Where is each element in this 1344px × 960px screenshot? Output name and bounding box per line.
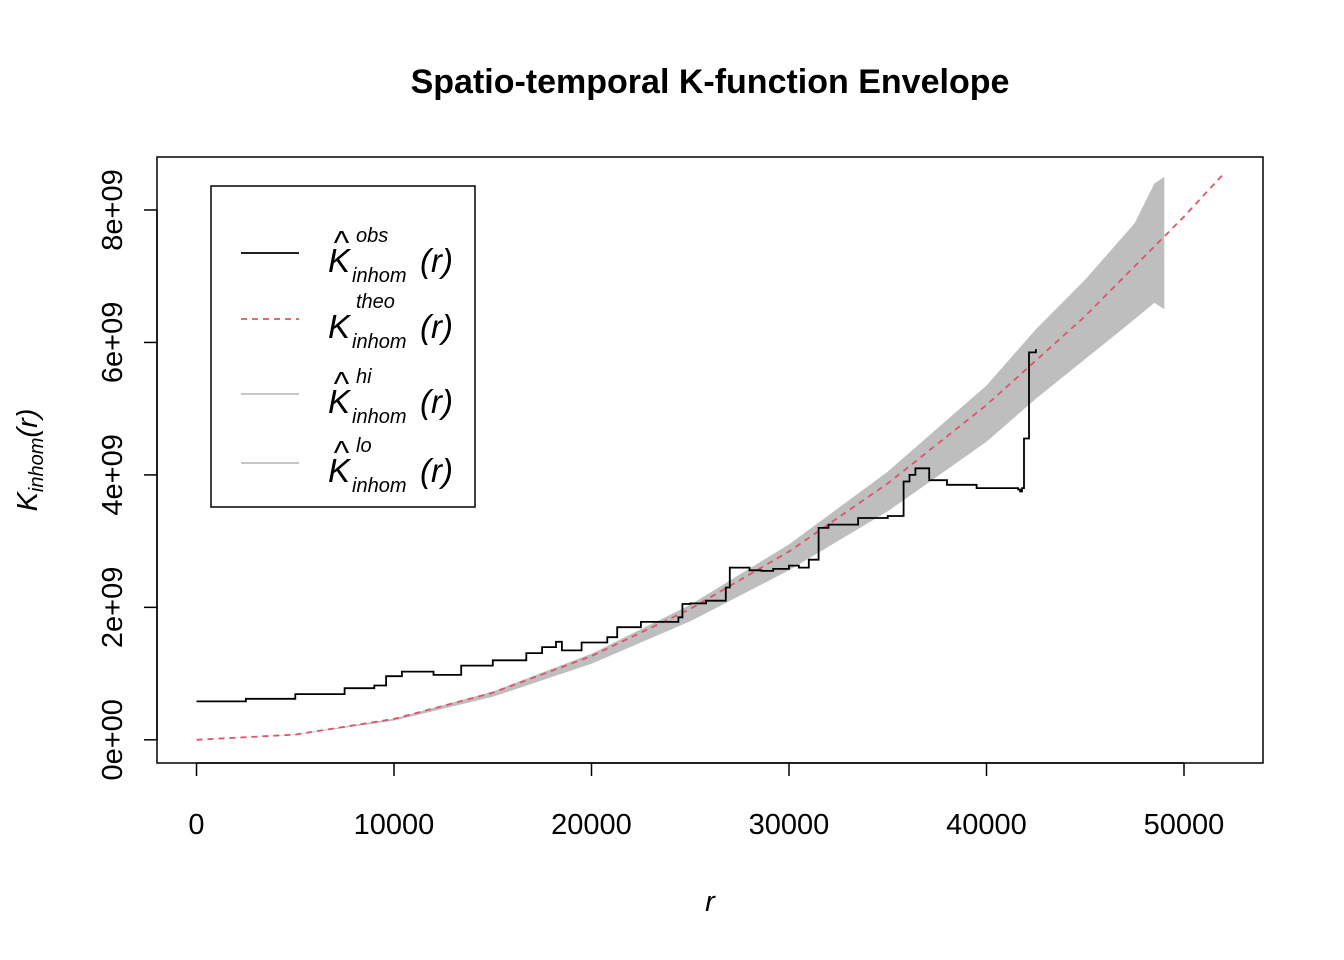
legend-label-sub: inhom (352, 331, 406, 353)
legend-label-sub: inhom (352, 406, 406, 428)
y-tick-label: 2e+09 (97, 567, 129, 648)
legend-box (210, 185, 476, 508)
legend-label-suffix: (r) (420, 383, 453, 420)
legend-label: Ktheo inhom (r) (328, 291, 453, 353)
y-axis-label-suffix: (r) (12, 409, 44, 438)
y-tick-label: 4e+09 (97, 434, 129, 515)
legend-label-suffix: (r) (420, 308, 453, 345)
x-tick-label: 0 (188, 809, 204, 841)
legend-label-suffix: (r) (420, 242, 453, 279)
x-tick-label: 50000 (1144, 809, 1225, 841)
y-tick-label: 8e+09 (97, 169, 129, 250)
legend-label: Klo inhom (r) (328, 435, 453, 497)
theo-line (196, 173, 1225, 741)
legend: Kobs inhom (r)^Ktheo inhom (r)Khi inhom (r)^Kl… (210, 185, 476, 508)
legend-hat-icon: ^ (333, 434, 349, 471)
legend-label-sup: hi (356, 366, 372, 388)
plot-area (196, 173, 1225, 741)
legend-label-sup: theo (356, 291, 395, 313)
x-axis-label: r (705, 886, 716, 918)
legend-label-suffix: (r) (420, 452, 453, 489)
legend-label-base: K (328, 242, 352, 279)
y-tick-label: 6e+09 (97, 302, 129, 383)
y-tick-label: 0e+00 (97, 699, 129, 780)
y-axis-label: Kinhom(r) (12, 409, 48, 512)
y-axis: 0e+00 2e+09 4e+09 6e+09 8e+09 (97, 169, 158, 781)
legend-label-base: K (328, 308, 352, 345)
y-axis-label-sub: inhom (26, 438, 48, 492)
x-tick-label: 40000 (946, 809, 1027, 841)
legend-label-sub: inhom (352, 265, 406, 287)
chart-title: Spatio-temporal K-function Envelope (411, 63, 1010, 101)
legend-label-sup: lo (356, 435, 372, 457)
y-axis-label-base: K (12, 490, 44, 511)
legend-label-sub: inhom (352, 475, 406, 497)
legend-label: Khi inhom (r) (328, 366, 453, 428)
legend-label-base: K (328, 452, 352, 489)
x-tick-label: 10000 (354, 809, 435, 841)
obs-layer (196, 349, 1037, 703)
x-tick-label: 30000 (749, 809, 830, 841)
x-tick-label: 20000 (551, 809, 632, 841)
legend-label-sup: obs (356, 225, 388, 247)
theo-layer (196, 173, 1225, 741)
x-axis: 0 10000 20000 30000 40000 50000 (188, 762, 1225, 841)
obs-line (196, 349, 1037, 703)
legend-hat-icon: ^ (333, 365, 349, 402)
legend-hat-icon: ^ (333, 224, 349, 261)
legend-label-base: K (328, 383, 352, 420)
legend-label: Kobs inhom (r) (328, 225, 453, 287)
